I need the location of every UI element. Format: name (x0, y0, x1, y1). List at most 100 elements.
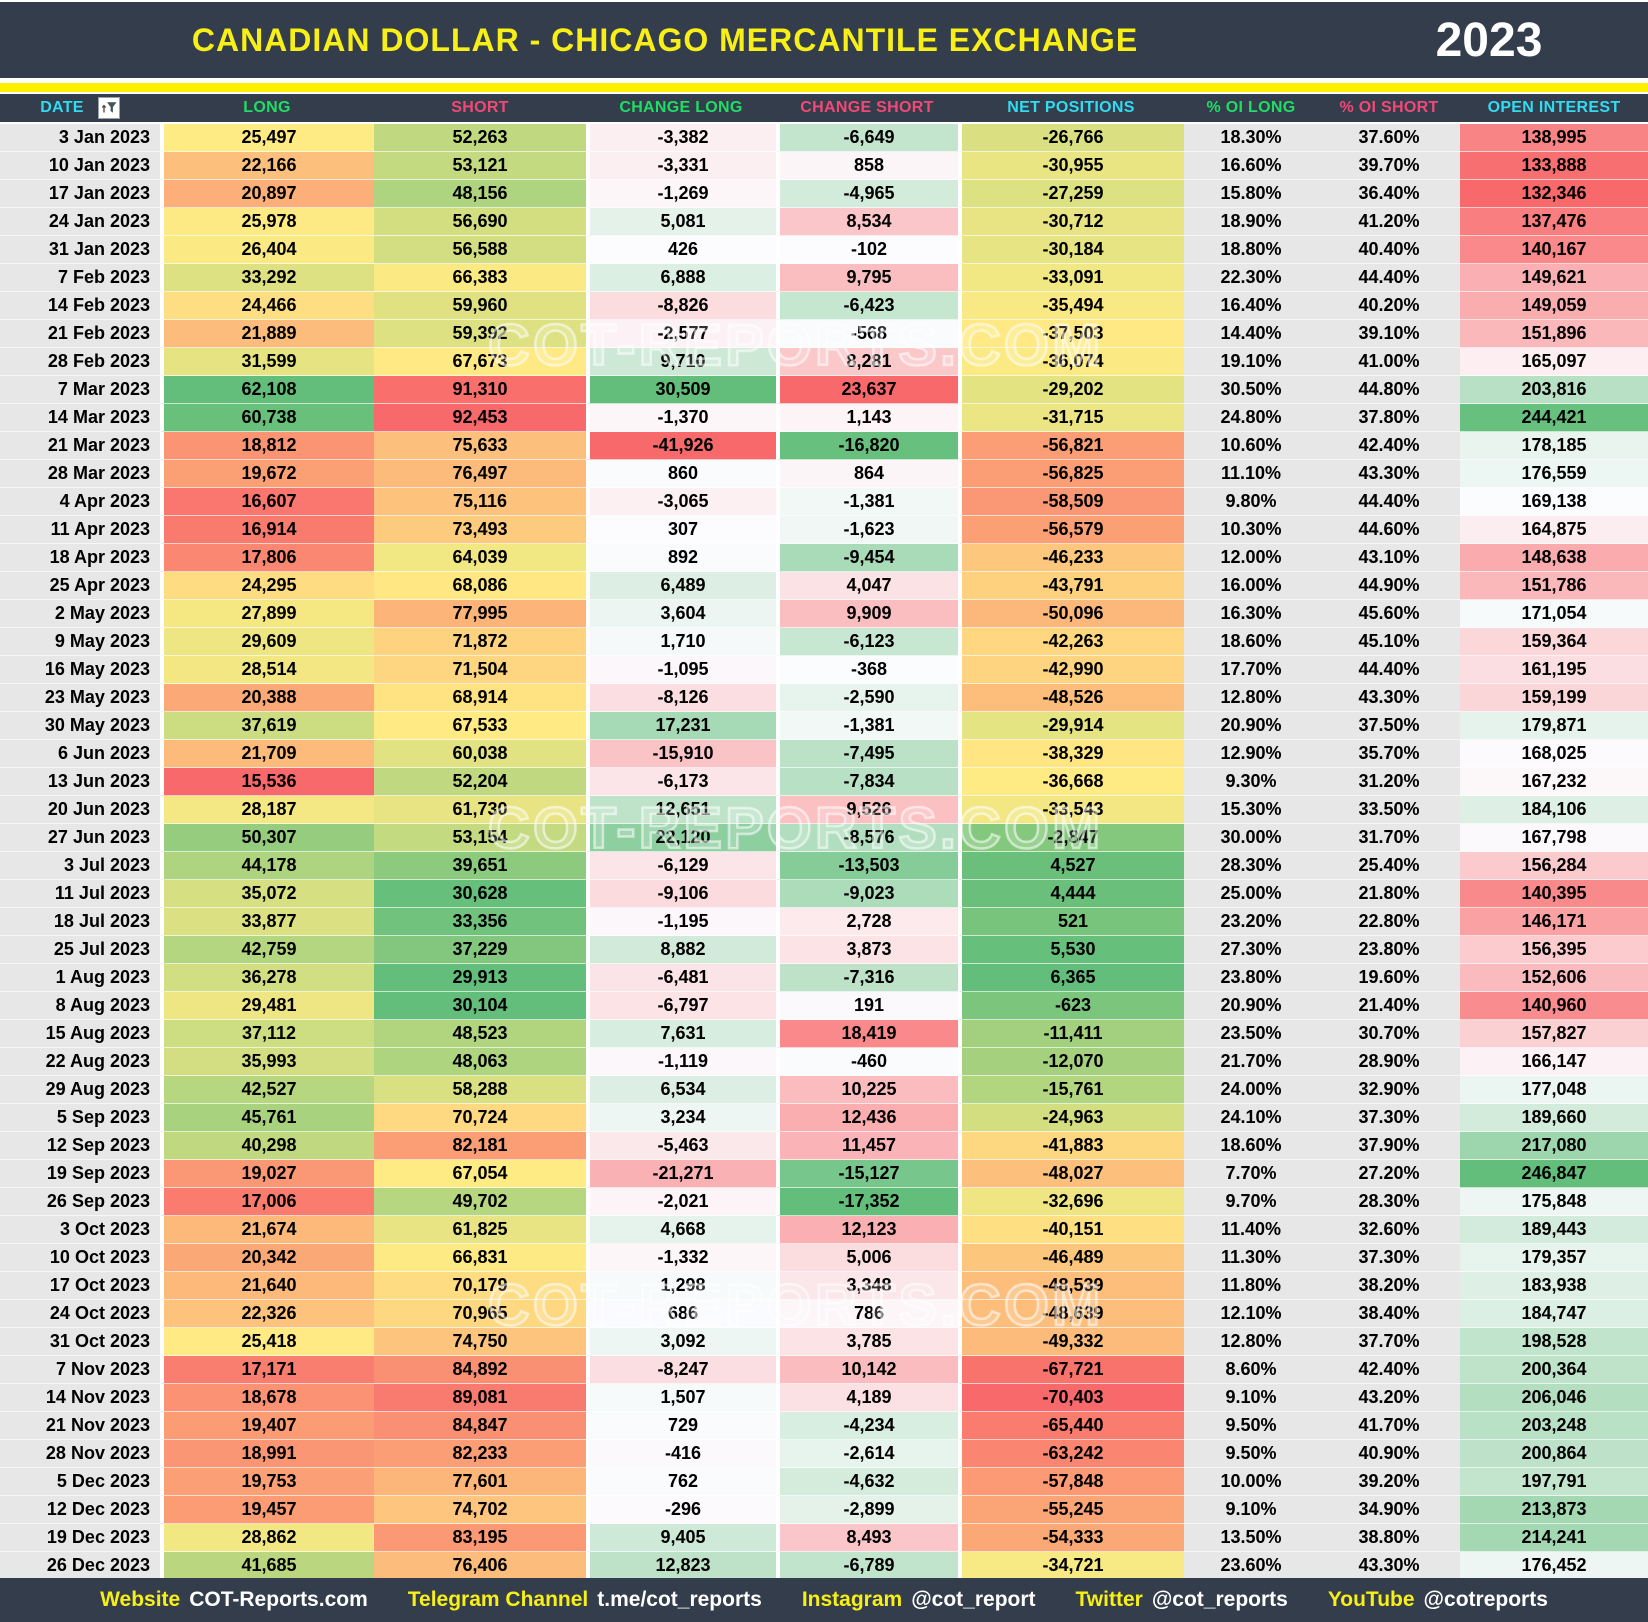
cell-date: 23 May 2023 (0, 684, 160, 712)
cell-change_long: 9,405 (586, 1524, 776, 1552)
cell-pct_oi_long: 21.70% (1184, 1048, 1318, 1076)
cell-pct_oi_long: 9.10% (1184, 1384, 1318, 1412)
cell-long: 15,536 (160, 768, 374, 796)
cell-date: 28 Mar 2023 (0, 460, 160, 488)
cell-date: 7 Mar 2023 (0, 376, 160, 404)
cell-change_short: -16,820 (776, 432, 958, 460)
footer-item-telegram-channel: Telegram Channel t.me/cot_reports (408, 1588, 762, 1612)
cell-net_positions: -29,914 (958, 712, 1184, 740)
column-header-label: LONG (243, 99, 291, 116)
table-row: 12 Sep 2023 40,298 82,181 -5,463 11,457 -41,8… (0, 1132, 1648, 1160)
yellow-divider-line (0, 83, 1648, 92)
column-header-change_long: CHANGE LONG (586, 94, 776, 122)
cell-pct_oi_long: 11.40% (1184, 1216, 1318, 1244)
cell-change_long: -416 (586, 1440, 776, 1468)
cell-long: 50,307 (160, 824, 374, 852)
cell-net_positions: -33,091 (958, 264, 1184, 292)
cell-pct_oi_short: 31.20% (1318, 768, 1460, 796)
footer-item-value: COT-Reports.com (189, 1588, 368, 1611)
white-gap (0, 78, 1648, 83)
cell-date: 29 Aug 2023 (0, 1076, 160, 1104)
cell-open_interest: 156,284 (1460, 852, 1648, 880)
cell-pct_oi_short: 37.30% (1318, 1104, 1460, 1132)
cell-pct_oi_long: 18.60% (1184, 1132, 1318, 1160)
cell-change_short: -102 (776, 236, 958, 264)
cell-date: 17 Jan 2023 (0, 180, 160, 208)
cell-pct_oi_short: 27.20% (1318, 1160, 1460, 1188)
cell-pct_oi_long: 11.30% (1184, 1244, 1318, 1272)
column-header-label: OPEN INTEREST (1487, 99, 1621, 116)
cell-net_positions: -56,579 (958, 516, 1184, 544)
cell-pct_oi_long: 9.30% (1184, 768, 1318, 796)
cell-change_long: -2,021 (586, 1188, 776, 1216)
cell-change_long: -41,926 (586, 432, 776, 460)
cell-date: 11 Jul 2023 (0, 880, 160, 908)
cell-net_positions: -31,715 (958, 404, 1184, 432)
cell-short: 56,690 (374, 208, 586, 236)
footer-item-value: @cot_report (911, 1588, 1036, 1611)
cell-change_long: 17,231 (586, 712, 776, 740)
table-row: 17 Jan 2023 20,897 48,156 -1,269 -4,965 -27,2… (0, 180, 1648, 208)
cell-short: 29,913 (374, 964, 586, 992)
cell-change_long: -5,463 (586, 1132, 776, 1160)
table-row: 5 Sep 2023 45,761 70,724 3,234 12,436 -24,963… (0, 1104, 1648, 1132)
column-header-pct_oi_long: % OI LONG (1184, 94, 1318, 122)
cell-pct_oi_long: 30.00% (1184, 824, 1318, 852)
cell-open_interest: 168,025 (1460, 740, 1648, 768)
cell-open_interest: 179,871 (1460, 712, 1648, 740)
cell-date: 13 Jun 2023 (0, 768, 160, 796)
cell-open_interest: 213,873 (1460, 1496, 1648, 1524)
table-row: 26 Dec 2023 41,685 76,406 12,823 -6,789 -34,7… (0, 1552, 1648, 1580)
cell-pct_oi_long: 11.10% (1184, 460, 1318, 488)
column-header-long: LONG (160, 94, 374, 122)
cell-open_interest: 164,875 (1460, 516, 1648, 544)
footer-item-label: Website (100, 1588, 181, 1611)
column-header-open_interest: OPEN INTEREST (1460, 94, 1648, 122)
footer-bar: Website COT-Reports.com Telegram Channel t.… (0, 1578, 1648, 1622)
table-row: 22 Aug 2023 35,993 48,063 -1,119 -460 -12,070… (0, 1048, 1648, 1076)
cell-pct_oi_short: 38.20% (1318, 1272, 1460, 1300)
cell-open_interest: 198,528 (1460, 1328, 1648, 1356)
cell-change_short: -7,495 (776, 740, 958, 768)
cell-net_positions: -70,403 (958, 1384, 1184, 1412)
cell-open_interest: 151,896 (1460, 320, 1648, 348)
cell-change_short: -1,381 (776, 488, 958, 516)
cell-short: 52,204 (374, 768, 586, 796)
cell-open_interest: 214,241 (1460, 1524, 1648, 1552)
cell-change_long: 1,710 (586, 628, 776, 656)
cell-change_long: 3,604 (586, 600, 776, 628)
cell-date: 21 Nov 2023 (0, 1412, 160, 1440)
cell-change_long: -6,173 (586, 768, 776, 796)
cell-net_positions: 5,530 (958, 936, 1184, 964)
footer-item-label: YouTube (1327, 1588, 1415, 1611)
cell-change_long: 892 (586, 544, 776, 572)
cell-change_long: -296 (586, 1496, 776, 1524)
cell-long: 44,178 (160, 852, 374, 880)
cell-date: 5 Dec 2023 (0, 1468, 160, 1496)
cell-change_long: -3,382 (586, 124, 776, 152)
cell-open_interest: 148,638 (1460, 544, 1648, 572)
cell-change_short: 2,728 (776, 908, 958, 936)
cell-short: 48,156 (374, 180, 586, 208)
cell-pct_oi_short: 44.80% (1318, 376, 1460, 404)
cell-net_positions: -26,766 (958, 124, 1184, 152)
cell-change_long: 12,651 (586, 796, 776, 824)
footer-item-label: Instagram (801, 1588, 903, 1611)
cell-open_interest: 176,559 (1460, 460, 1648, 488)
cell-change_long: 729 (586, 1412, 776, 1440)
cell-short: 83,195 (374, 1524, 586, 1552)
cell-open_interest: 146,171 (1460, 908, 1648, 936)
cell-pct_oi_long: 10.60% (1184, 432, 1318, 460)
cell-pct_oi_long: 9.50% (1184, 1412, 1318, 1440)
cell-pct_oi_long: 24.00% (1184, 1076, 1318, 1104)
cell-net_positions: -48,526 (958, 684, 1184, 712)
table-body: 3 Jan 2023 25,497 52,263 -3,382 -6,649 -26,76… (0, 122, 1648, 1580)
cell-change_short: -13,503 (776, 852, 958, 880)
report-title: CANADIAN DOLLAR - CHICAGO MERCANTILE EXC… (191, 21, 1139, 58)
cell-short: 52,263 (374, 124, 586, 152)
cell-long: 19,672 (160, 460, 374, 488)
filter-icon[interactable] (97, 97, 120, 119)
table-row: 12 Dec 2023 19,457 74,702 -296 -2,899 -55,245… (0, 1496, 1648, 1524)
cell-net_positions: -57,848 (958, 1468, 1184, 1496)
